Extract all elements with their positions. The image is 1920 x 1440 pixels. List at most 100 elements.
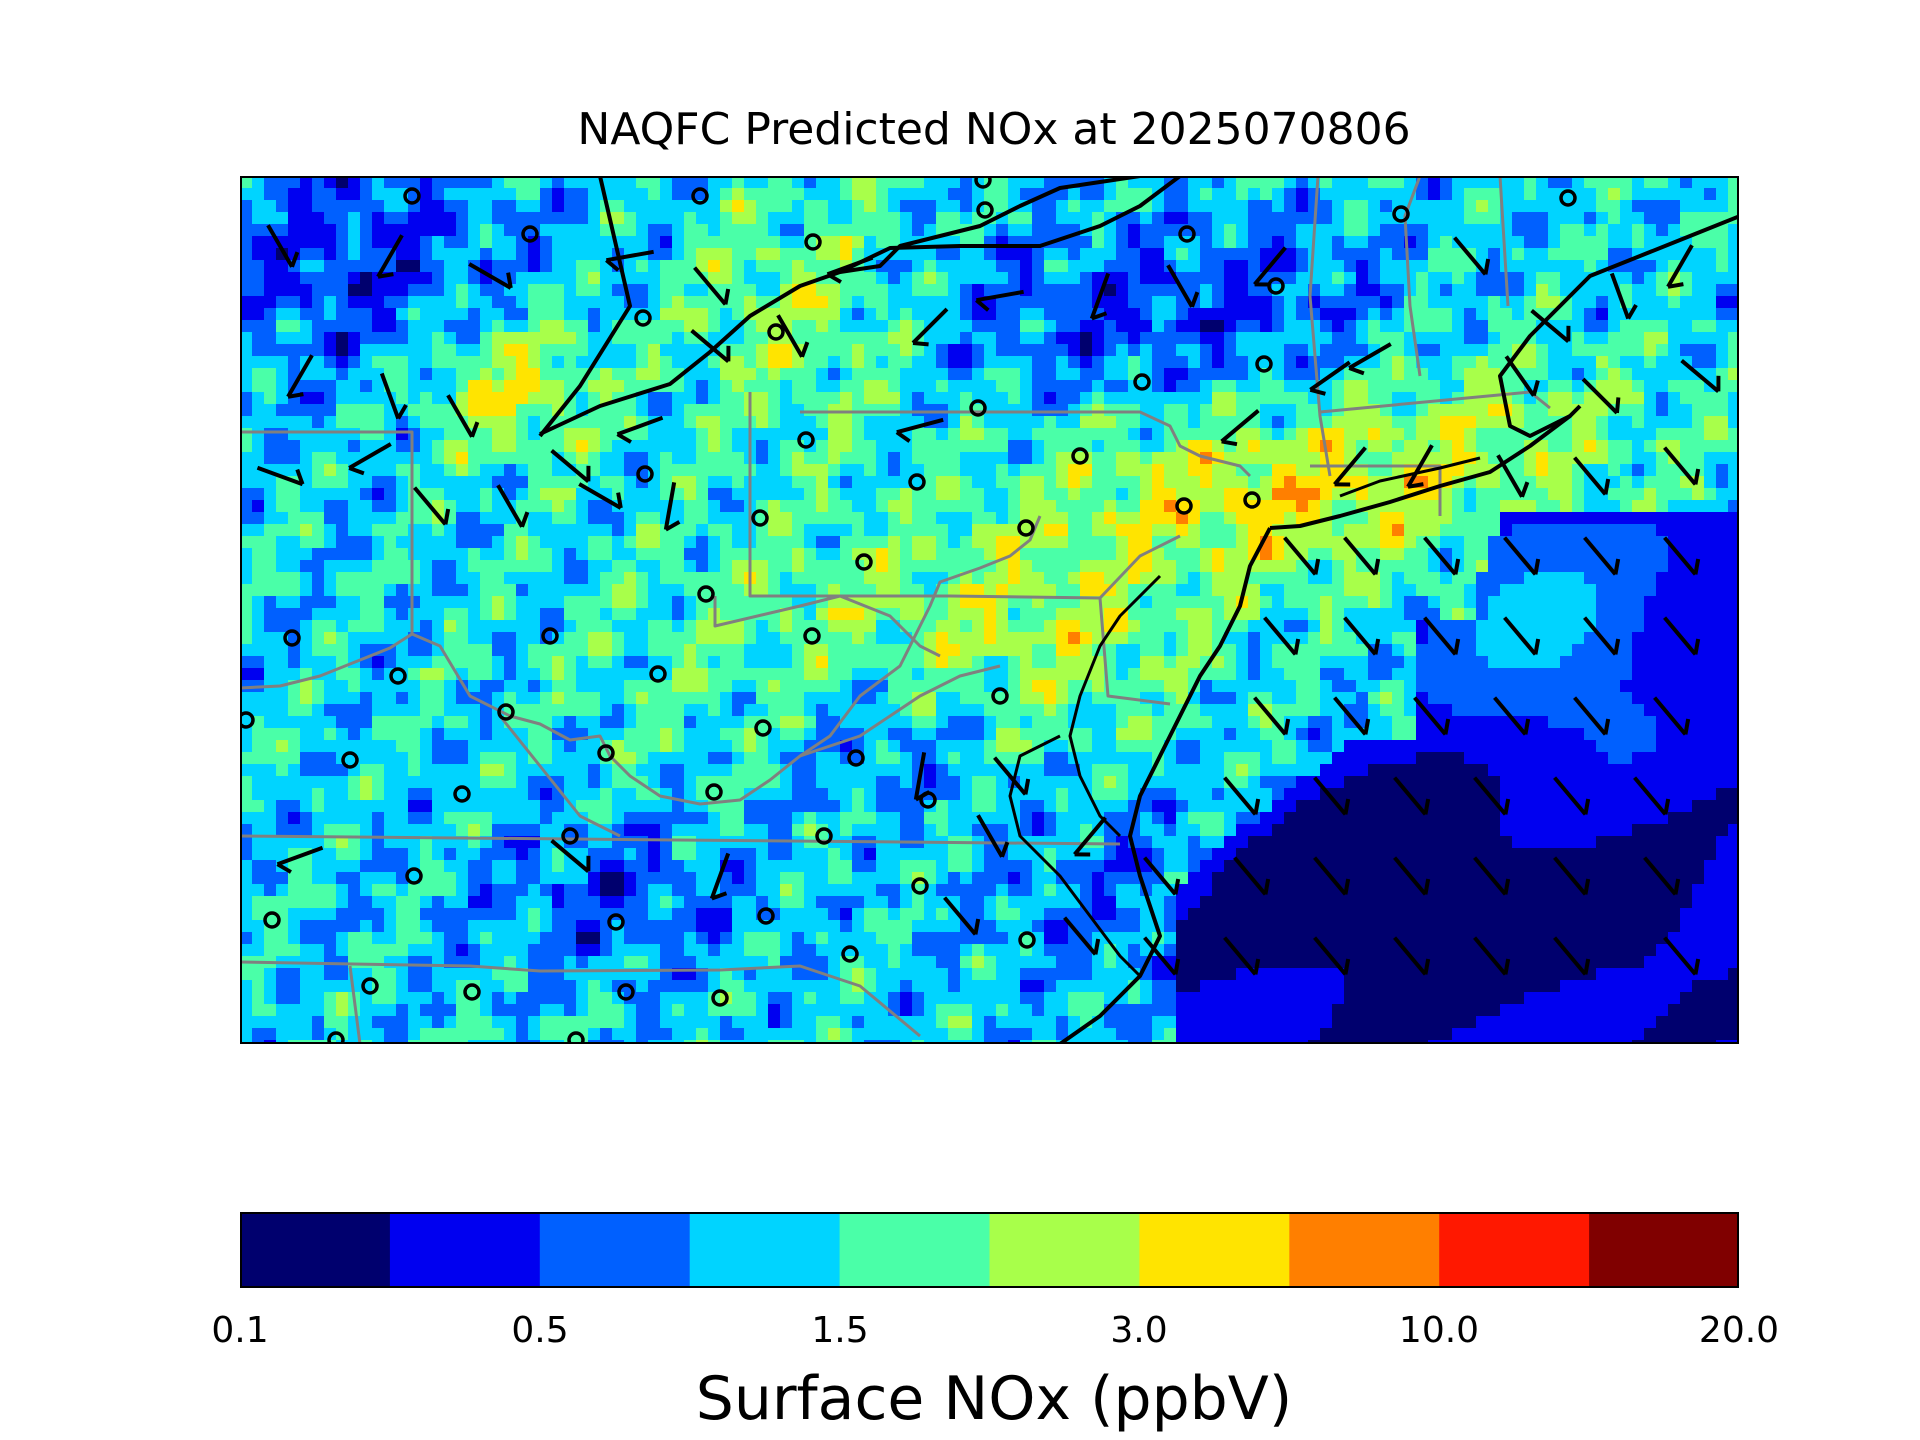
wind-barb [1166, 264, 1200, 308]
wind-barb [1666, 244, 1694, 289]
station-marker [453, 785, 471, 803]
colorbar-segment [1139, 1214, 1290, 1286]
station-marker [649, 665, 667, 683]
border-vt-ny [1308, 176, 1332, 477]
station-marker [497, 703, 515, 721]
colorbar-segment [1289, 1214, 1440, 1286]
wind-barb [976, 814, 1010, 858]
station-markers [240, 176, 1577, 1044]
wind-barb [776, 314, 810, 358]
station-marker [607, 913, 625, 931]
wind-barb [1643, 856, 1681, 896]
wind-barb [1413, 696, 1451, 736]
station-marker [636, 465, 654, 483]
border-va-nc [240, 834, 1121, 846]
wind-barb [1423, 536, 1461, 576]
colorbar-tick-label: 0.5 [511, 1310, 569, 1351]
station-marker [283, 629, 301, 647]
colorbar-segment [839, 1214, 991, 1286]
wind-barb [376, 234, 404, 279]
station-marker [1392, 205, 1410, 223]
wind-barb [1393, 936, 1431, 976]
station-marker [327, 1031, 345, 1044]
station-marker [804, 233, 822, 251]
colorbar-tick-label: 0.1 [211, 1310, 269, 1351]
station-marker [561, 827, 579, 845]
station-marker [757, 907, 775, 925]
station-marker [1018, 931, 1036, 949]
wind-barb [1333, 446, 1367, 487]
station-marker [1071, 447, 1089, 465]
colorbar-frame [240, 1212, 1739, 1288]
station-marker [908, 473, 926, 491]
station-marker [803, 627, 821, 645]
wind-barb [413, 486, 451, 526]
wind-barb [1343, 616, 1381, 656]
border-west [240, 430, 1042, 806]
wind-barb [1223, 936, 1261, 976]
lake-ontario-shore [839, 176, 1182, 274]
wind-barb [446, 394, 480, 438]
lake-huron-shore [538, 176, 632, 438]
station-marker [240, 711, 255, 729]
wind-barb [1063, 916, 1101, 956]
wind-barb [1283, 536, 1321, 576]
wind-barb [616, 415, 664, 444]
wind-barb [1253, 696, 1291, 736]
wind-barb [943, 896, 981, 936]
station-marker [1175, 497, 1193, 515]
station-marker [361, 977, 379, 995]
wind-barb [1553, 936, 1591, 976]
wind-barb [379, 372, 408, 420]
wind-barb [1143, 936, 1181, 976]
wind-barb [693, 266, 731, 306]
station-marker [705, 783, 723, 801]
wind-barb [605, 249, 654, 272]
wind-barb [1553, 856, 1591, 896]
station-marker [541, 627, 559, 645]
station-marker [341, 751, 359, 769]
wind-barb [1348, 342, 1392, 376]
wind-barb [1496, 454, 1530, 498]
wind-barb [286, 354, 314, 399]
border-tn [348, 965, 362, 1044]
wind-barb [468, 262, 513, 290]
wind-barb [1313, 776, 1351, 816]
wind-barb [1143, 856, 1181, 896]
border-nc-sc [240, 960, 921, 1038]
station-marker [697, 585, 715, 603]
wind-barb [911, 307, 949, 347]
wind-barb [826, 255, 874, 284]
station-marker [1559, 189, 1577, 207]
station-marker [1243, 491, 1261, 509]
lake-erie-ontario-shore [539, 176, 1141, 436]
wind-barb [1573, 696, 1611, 736]
wind-barb [895, 417, 944, 443]
wind-barb [550, 449, 591, 483]
wind-barb [266, 224, 300, 268]
station-marker [403, 187, 421, 205]
wind-barb [1406, 444, 1434, 489]
station-marker [463, 983, 481, 1001]
wind-barb [1223, 776, 1261, 816]
wind-barb [1633, 776, 1671, 816]
station-marker [1255, 355, 1273, 373]
coastline [538, 176, 1739, 1044]
colorbar-label: Surface NOx (ppbV) [695, 1364, 1293, 1434]
colorbar-svg [240, 1212, 1739, 1288]
station-marker [969, 399, 987, 417]
border-va-wv [799, 664, 1001, 758]
state-borders [240, 176, 1551, 1044]
wind-barb [1393, 776, 1431, 816]
wind-barb [1473, 936, 1511, 976]
border-nj [1098, 534, 1181, 600]
wind-barb [1573, 456, 1611, 496]
chesapeake-bay [1068, 574, 1162, 838]
station-marker [815, 827, 833, 845]
wind-barb [1680, 359, 1721, 393]
wind-barb [1503, 616, 1541, 656]
wind-barb [1313, 936, 1351, 976]
station-marker [847, 749, 865, 767]
map-frame [240, 176, 1739, 1044]
wind-barb [1553, 776, 1591, 816]
